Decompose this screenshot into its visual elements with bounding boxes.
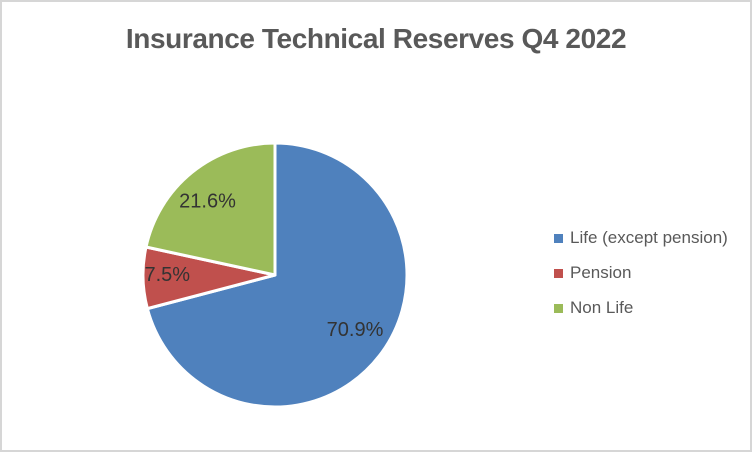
chart-title: Insurance Technical Reserves Q4 2022 [125,23,627,54]
legend-label: Life (except pension) [570,228,728,247]
legend-label: Non Life [570,298,634,317]
pie-slice-life-except-pension[interactable] [145,141,409,409]
legend-swatch-life-icon [554,233,563,243]
pie-slice-non-life[interactable] [144,141,277,277]
pie-slices[interactable] [141,141,409,409]
legend-label: Pension [570,263,632,282]
legend-item-life-except-pension[interactable]: Life (except pension) [554,227,728,249]
legend: Life (except pension) Pension Non Life [554,227,728,319]
legend-item-pension[interactable]: Pension [554,262,728,284]
legend-item-non-life[interactable]: Non Life [554,297,728,319]
legend-swatch-non-life-icon [554,303,563,313]
legend-swatch-pension-icon [554,268,563,278]
